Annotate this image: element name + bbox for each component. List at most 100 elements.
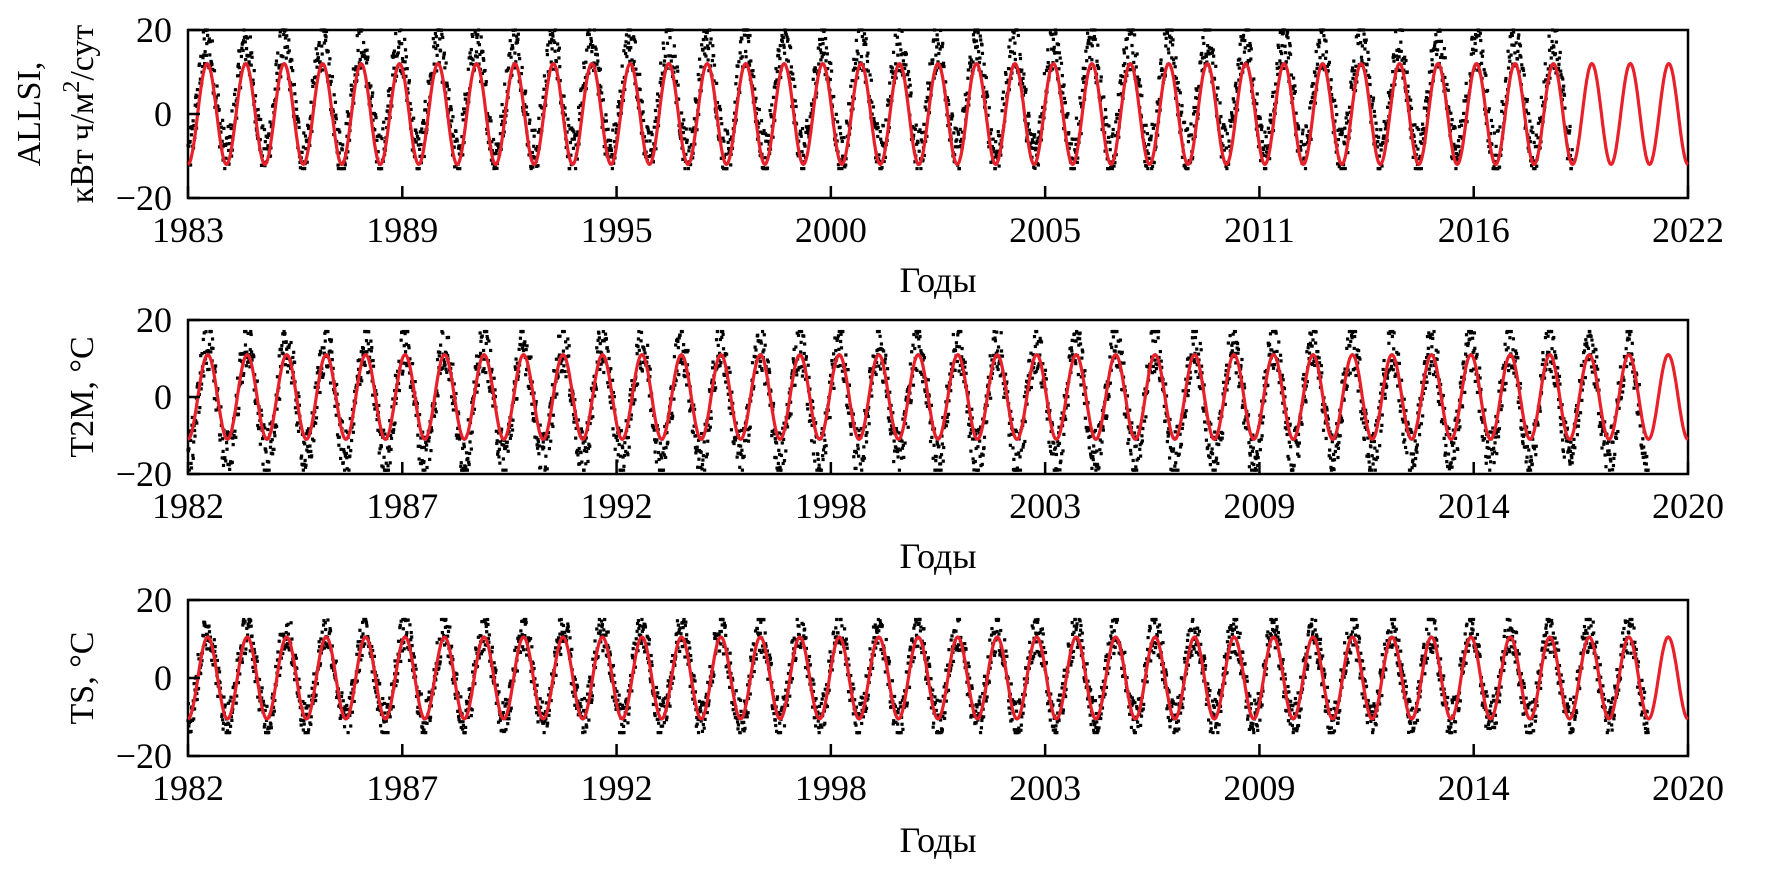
observed-point <box>323 331 327 335</box>
observed-point <box>1029 132 1034 137</box>
observed-point <box>622 453 627 458</box>
observed-point <box>317 353 322 357</box>
observed-point <box>1555 57 1559 62</box>
observed-point <box>818 48 823 52</box>
observed-point <box>1141 123 1145 128</box>
observed-point <box>391 430 395 435</box>
observed-point <box>573 132 577 136</box>
observed-point <box>735 75 739 79</box>
observed-point <box>1282 28 1287 32</box>
observed-point <box>454 129 458 133</box>
observed-point <box>1174 56 1178 60</box>
observed-point <box>1469 52 1473 56</box>
observed-point <box>558 334 562 338</box>
observed-point <box>1489 118 1494 123</box>
observed-point <box>546 43 550 47</box>
observed-point <box>1359 55 1364 59</box>
observed-point <box>715 329 719 334</box>
observed-point <box>336 163 340 167</box>
observed-point <box>193 103 197 107</box>
observed-point <box>1022 85 1026 89</box>
observed-point <box>1212 77 1217 81</box>
observed-point <box>838 125 842 129</box>
observed-point <box>1236 62 1240 67</box>
observed-point <box>1435 52 1439 57</box>
observed-point <box>1162 32 1167 36</box>
observed-point <box>570 126 574 130</box>
observed-point <box>1034 146 1038 150</box>
observed-point <box>879 342 884 346</box>
observed-point <box>1135 75 1140 79</box>
observed-point <box>1046 61 1050 65</box>
observed-point <box>306 444 310 449</box>
observed-point <box>551 34 555 38</box>
observed-point <box>303 167 307 171</box>
observed-point <box>1506 66 1511 70</box>
observed-point <box>671 54 675 59</box>
observed-point <box>512 66 517 70</box>
observed-point <box>229 135 233 139</box>
observed-point <box>1065 115 1069 119</box>
observed-point <box>587 442 591 446</box>
observed-point <box>879 140 884 144</box>
observed-point <box>1525 97 1529 102</box>
observed-point <box>576 130 580 134</box>
observed-point <box>451 408 455 412</box>
observed-point <box>326 329 330 334</box>
observed-point <box>1092 34 1097 39</box>
observed-point <box>588 421 592 426</box>
observed-point <box>622 49 626 53</box>
observed-point <box>1210 51 1214 55</box>
observed-point <box>728 370 732 374</box>
observed-point <box>626 46 630 50</box>
observed-point <box>314 416 319 420</box>
observed-point <box>453 139 457 143</box>
observed-point <box>430 71 434 76</box>
observed-point <box>783 28 787 32</box>
observed-point <box>701 38 705 42</box>
observed-point <box>1379 143 1384 147</box>
observed-point <box>591 44 595 48</box>
observed-point <box>243 40 247 44</box>
observed-point <box>744 49 748 54</box>
observed-point <box>278 30 282 34</box>
observed-point <box>227 463 231 467</box>
observed-point <box>1529 164 1534 168</box>
observed-point <box>461 468 466 472</box>
observed-point <box>459 461 463 465</box>
observed-point <box>355 374 359 379</box>
observed-point <box>897 468 902 472</box>
observed-point <box>1381 136 1385 141</box>
observed-point <box>590 50 594 54</box>
observed-point <box>1030 138 1035 142</box>
observed-point <box>995 149 1000 153</box>
observed-point <box>1248 44 1252 48</box>
observed-point <box>655 98 659 103</box>
observed-point <box>1263 130 1267 134</box>
observed-point <box>242 371 246 376</box>
observed-point <box>598 341 602 346</box>
observed-point <box>476 33 480 37</box>
observed-point <box>837 347 841 351</box>
observed-point <box>1478 31 1482 35</box>
observed-point <box>511 28 515 32</box>
observed-point <box>391 51 396 55</box>
observed-point <box>766 133 770 138</box>
observed-point <box>677 372 681 377</box>
observed-point <box>462 107 466 111</box>
observed-point <box>202 53 206 57</box>
observed-point <box>1026 122 1030 126</box>
observed-point <box>442 53 446 57</box>
observed-point <box>760 366 764 371</box>
observed-point <box>1314 49 1318 54</box>
observed-point <box>1424 99 1428 103</box>
observed-point <box>372 403 376 407</box>
observed-point <box>816 452 820 456</box>
observed-point <box>1321 53 1325 57</box>
observed-point <box>1562 93 1567 97</box>
observed-point <box>657 450 661 455</box>
observed-point <box>1396 68 1400 72</box>
observed-point <box>1477 34 1481 38</box>
observed-point <box>1510 43 1514 47</box>
observed-point <box>642 135 647 139</box>
